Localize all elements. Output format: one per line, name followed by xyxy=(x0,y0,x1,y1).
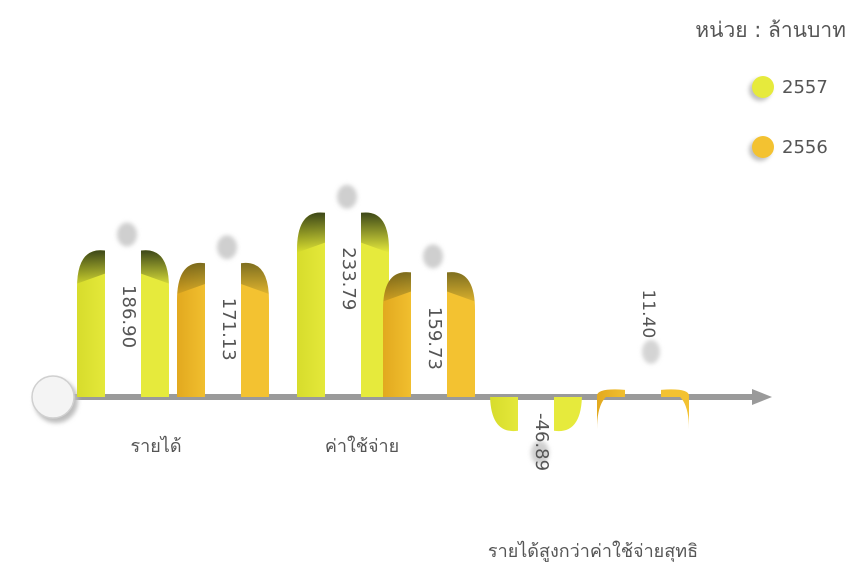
bar-top-shadow xyxy=(117,222,137,247)
data-label: 11.40 xyxy=(638,289,658,338)
unit-label: หน่วย : ล้านบาท xyxy=(695,18,846,42)
bar-top-shadow xyxy=(337,184,357,209)
bar-top-shadow xyxy=(423,244,443,269)
bar-mark xyxy=(177,235,269,397)
legend-label-2557: 2557 xyxy=(782,76,828,98)
bar-top-shadow xyxy=(642,339,660,364)
legend-label-2556: 2556 xyxy=(782,136,828,158)
legend-item-2556: 2556 xyxy=(752,136,828,158)
data-label: 171.13 xyxy=(218,298,239,361)
x-tick-label: ค่าใช้จ่าย xyxy=(325,435,399,457)
bar-mark xyxy=(297,184,389,397)
x-tick-label: รายได้ xyxy=(130,435,181,457)
legend-swatch-2556 xyxy=(752,136,774,158)
bar-mark xyxy=(597,339,689,430)
bar-mark xyxy=(77,222,169,397)
data-label: 186.90 xyxy=(118,285,139,348)
bar-mark xyxy=(490,393,582,465)
legend-item-2557: 2557 xyxy=(752,76,828,98)
bar-bottom-shadow xyxy=(531,440,549,465)
bar-mark xyxy=(383,244,475,397)
legend-swatch-2557 xyxy=(752,76,774,98)
x-tick-label: รายได้สูงกว่าค่าใช้จ่ายสุทธิ xyxy=(488,540,698,562)
data-label: 233.79 xyxy=(338,247,359,310)
data-label: 159.73 xyxy=(424,307,445,370)
bar-top-shadow xyxy=(217,235,237,260)
data-label: -46.89 xyxy=(531,413,552,471)
